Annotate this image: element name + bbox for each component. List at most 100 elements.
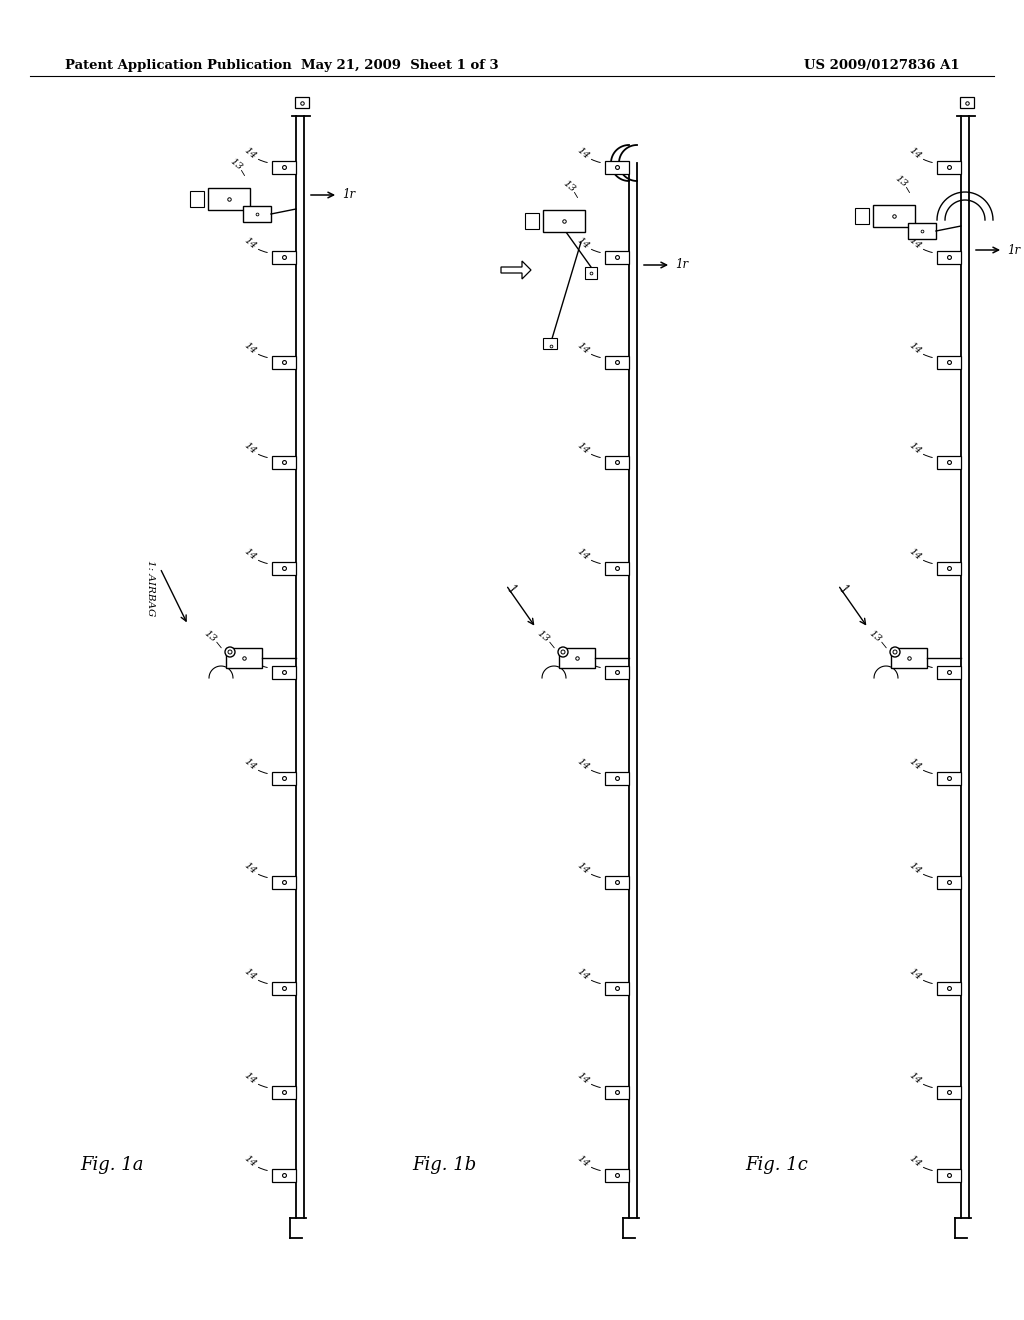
Text: 14: 14 [242,341,258,355]
FancyBboxPatch shape [208,187,250,210]
Text: 1r: 1r [342,189,355,202]
Polygon shape [501,261,531,279]
Text: 14: 14 [242,966,258,982]
Text: 14: 14 [575,546,591,562]
Bar [605,161,629,173]
Bar [605,355,629,368]
Text: 14: 14 [907,1154,923,1168]
Text: 14: 14 [907,546,923,562]
Text: Fig. 1c: Fig. 1c [745,1156,808,1173]
Bar [525,213,539,228]
Text: 14: 14 [242,235,258,251]
Bar [585,267,597,279]
Bar [272,161,296,173]
Text: 14: 14 [242,546,258,562]
Circle shape [225,647,234,657]
Bar [605,455,629,469]
Bar [961,96,974,108]
Text: 14: 14 [907,966,923,982]
Bar [295,96,309,108]
Text: 14: 14 [242,1071,258,1086]
Text: 14: 14 [907,651,923,665]
Bar [272,665,296,678]
Bar [272,455,296,469]
Text: 14: 14 [575,861,591,875]
Circle shape [228,649,232,653]
Text: 14: 14 [575,1071,591,1086]
Circle shape [890,647,900,657]
Text: 14: 14 [242,145,258,161]
Bar [272,771,296,784]
Text: 13: 13 [893,173,909,189]
Circle shape [561,649,565,653]
Bar [226,648,262,668]
Bar [937,982,961,994]
Text: 14: 14 [907,756,923,772]
Text: Fig. 1b: Fig. 1b [412,1156,476,1173]
Text: 14: 14 [242,1154,258,1168]
Bar [272,1085,296,1098]
Bar [908,223,936,239]
Bar [605,982,629,994]
Text: 14: 14 [575,145,591,161]
Circle shape [893,649,897,653]
Text: 14: 14 [575,341,591,355]
Bar [937,455,961,469]
Bar [605,251,629,264]
Text: 13: 13 [202,628,218,644]
Bar [272,561,296,574]
Text: 1r: 1r [1007,243,1020,256]
Bar [937,161,961,173]
Text: 14: 14 [907,341,923,355]
Text: 1: AIRBAG: 1: AIRBAG [145,560,155,616]
Bar [605,875,629,888]
Bar [937,1085,961,1098]
Text: 14: 14 [907,235,923,251]
Bar [605,1168,629,1181]
Bar [559,648,595,668]
Text: 14: 14 [907,145,923,161]
Text: 13: 13 [561,178,577,194]
Text: 1: 1 [836,582,850,598]
Text: 14: 14 [575,1154,591,1168]
Text: 14: 14 [575,651,591,665]
Text: 14: 14 [907,441,923,455]
Text: 14: 14 [575,966,591,982]
Text: Patent Application Publication: Patent Application Publication [65,59,292,73]
Bar [937,251,961,264]
FancyBboxPatch shape [873,205,915,227]
Circle shape [558,647,568,657]
Bar [272,1168,296,1181]
Bar [855,209,869,224]
Bar [937,771,961,784]
Text: 14: 14 [575,441,591,455]
Text: US 2009/0127836 A1: US 2009/0127836 A1 [805,59,961,73]
Text: 14: 14 [907,861,923,875]
Bar [937,561,961,574]
Text: 14: 14 [242,441,258,455]
Text: 14: 14 [242,861,258,875]
Bar [937,1168,961,1181]
Bar [243,206,271,222]
Bar [543,338,557,348]
Text: 1r: 1r [675,259,688,272]
Text: 14: 14 [575,756,591,772]
Text: May 21, 2009  Sheet 1 of 3: May 21, 2009 Sheet 1 of 3 [301,59,499,73]
Bar [272,875,296,888]
Text: 1: 1 [504,582,518,598]
Text: 13: 13 [867,628,883,644]
Bar [937,665,961,678]
Bar [605,561,629,574]
Text: 14: 14 [575,235,591,251]
Bar [272,355,296,368]
Bar [937,875,961,888]
Bar [605,1085,629,1098]
Text: Fig. 1a: Fig. 1a [80,1156,143,1173]
Bar [605,665,629,678]
Text: 14: 14 [907,1071,923,1086]
Bar [190,191,204,207]
Bar [605,771,629,784]
Text: 14: 14 [242,651,258,665]
Bar [891,648,927,668]
Bar [543,210,585,232]
